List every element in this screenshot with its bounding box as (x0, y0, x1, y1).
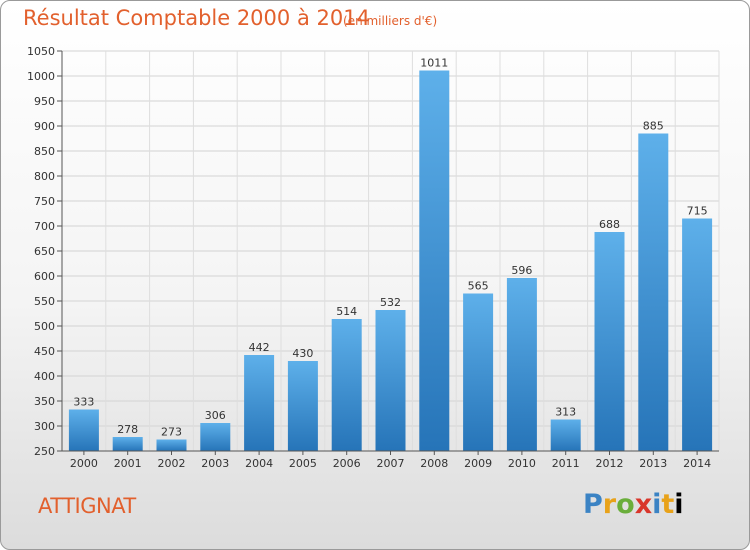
bar (463, 293, 494, 451)
x-tick-label: 2011 (552, 457, 580, 470)
x-tick-label: 2012 (596, 457, 624, 470)
bar (594, 232, 625, 451)
commune-name: ATTIGNAT (38, 494, 136, 518)
data-label: 885 (643, 120, 664, 133)
logo-letter: x (634, 489, 653, 520)
y-tick-label: 700 (34, 220, 55, 233)
data-label: 715 (687, 205, 708, 218)
bar (200, 423, 231, 451)
bar (682, 218, 713, 451)
data-label: 333 (73, 396, 94, 409)
y-tick-label: 250 (34, 445, 55, 458)
data-label: 565 (468, 280, 489, 293)
bar (550, 419, 581, 451)
y-tick-label: 650 (34, 245, 55, 258)
x-tick-label: 2004 (245, 457, 273, 470)
x-tick-label: 2008 (420, 457, 448, 470)
data-label: 688 (599, 218, 620, 231)
y-tick-label: 350 (34, 395, 55, 408)
data-label: 313 (555, 406, 576, 419)
y-tick-label: 400 (34, 370, 55, 383)
data-label: 278 (117, 423, 138, 436)
data-label: 596 (511, 264, 532, 277)
data-label: 442 (249, 341, 270, 354)
y-tick-label: 450 (34, 345, 55, 358)
y-tick-label: 1000 (27, 70, 55, 83)
proxiti-logo: Proxiti (583, 489, 684, 520)
y-tick-label: 1050 (27, 45, 55, 58)
x-tick-label: 2006 (333, 457, 361, 470)
x-tick-label: 2007 (377, 457, 405, 470)
x-tick-label: 2000 (70, 457, 98, 470)
bar (419, 70, 450, 451)
x-tick-label: 2005 (289, 457, 317, 470)
y-tick-label: 750 (34, 195, 55, 208)
bar (68, 409, 99, 451)
bar (638, 133, 669, 451)
x-tick-label: 2010 (508, 457, 536, 470)
axes: 250 300 350 400 450 500 550 600 650 700 750 800 850 9… (27, 45, 719, 470)
data-label: 430 (292, 347, 313, 360)
y-tick-label: 900 (34, 120, 55, 133)
bar (331, 319, 362, 451)
logo-letter: o (616, 489, 635, 520)
logo-letter: t (661, 489, 675, 520)
bar (244, 355, 275, 451)
data-label: 514 (336, 305, 357, 318)
data-label: 1011 (420, 57, 448, 70)
logo-letter: P (583, 489, 603, 520)
logo-letter: i (674, 489, 684, 520)
chart-subtitle: (en milliers d'€) (343, 14, 438, 28)
x-tick-label: 2003 (201, 457, 229, 470)
bar (506, 278, 537, 451)
bars: 333 278 273 306 442 430 514 532 1011 565 596 313 688… (68, 57, 713, 451)
y-tick-label: 800 (34, 170, 55, 183)
y-tick-label: 300 (34, 420, 55, 433)
x-tick-label: 2002 (158, 457, 186, 470)
x-tick-label: 2013 (639, 457, 667, 470)
y-tick-label: 950 (34, 95, 55, 108)
chart-title: Résultat Comptable 2000 à 2014 (23, 6, 370, 30)
x-tick-label: 2001 (114, 457, 142, 470)
bar (287, 361, 318, 451)
bar (112, 437, 143, 451)
data-label: 273 (161, 426, 182, 439)
x-tick-label: 2014 (683, 457, 711, 470)
x-tick-label: 2009 (464, 457, 492, 470)
y-tick-label: 600 (34, 270, 55, 283)
logo-letter: i (652, 489, 662, 520)
y-tick-label: 550 (34, 295, 55, 308)
logo-letter: r (602, 489, 617, 520)
bar (375, 310, 406, 451)
y-tick-label: 850 (34, 145, 55, 158)
y-tick-label: 500 (34, 320, 55, 333)
data-label: 532 (380, 296, 401, 309)
bar (156, 439, 187, 451)
data-label: 306 (205, 409, 226, 422)
